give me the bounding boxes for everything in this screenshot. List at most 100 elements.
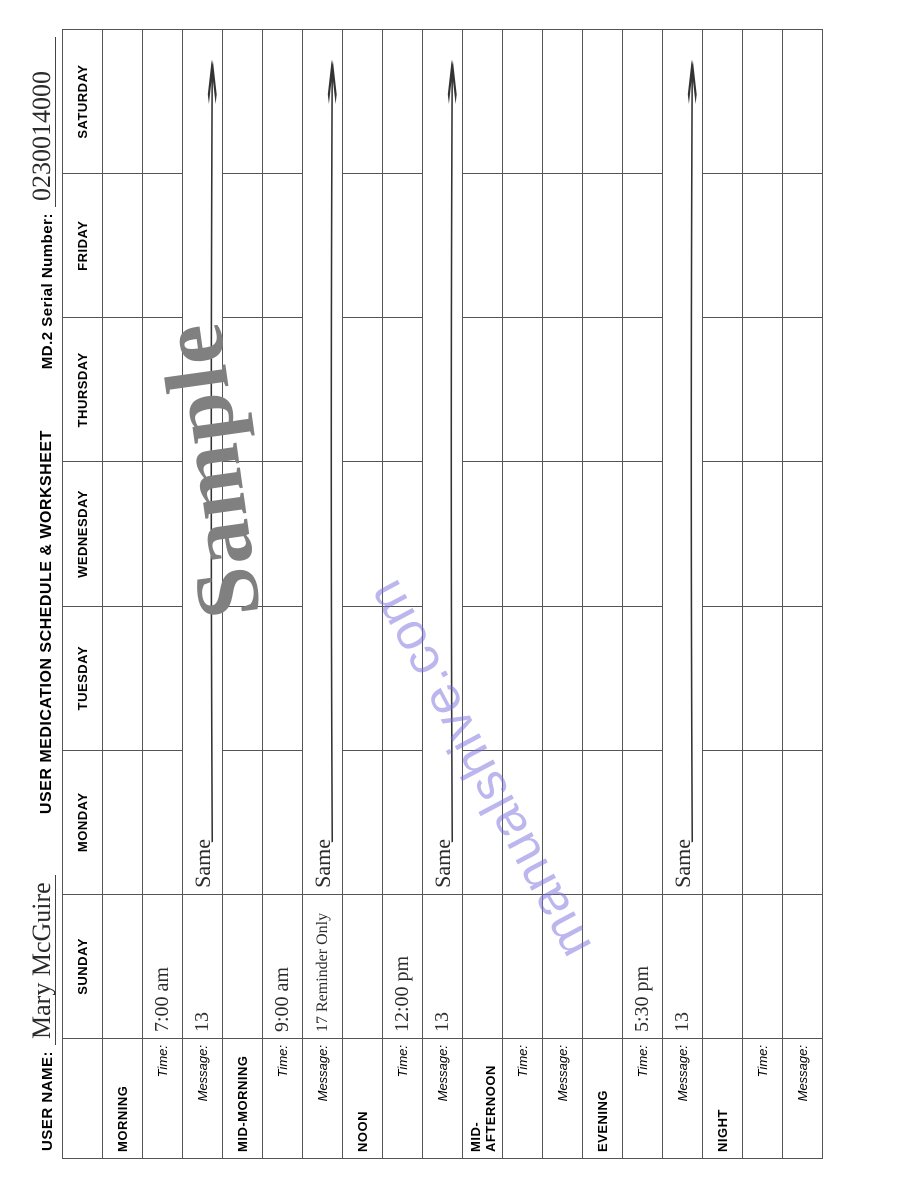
- table-cell: [383, 174, 423, 318]
- table-cell: [743, 750, 783, 894]
- serial-value: 0230014000: [29, 37, 56, 207]
- table-cell: 13: [183, 894, 223, 1038]
- message-row: Message: 13 Same: [663, 30, 703, 1159]
- section-name: EVENING: [583, 1039, 623, 1159]
- table-cell: [543, 606, 583, 750]
- section-name: MID-AFTERNOON: [463, 1039, 503, 1159]
- table-cell: [583, 894, 623, 1038]
- time-label: Time:: [263, 1039, 303, 1159]
- table-cell: [103, 30, 143, 174]
- table-cell: [263, 462, 303, 606]
- time-label: Time:: [143, 1039, 183, 1159]
- same-arrow-cell: Same: [303, 30, 343, 895]
- section-row: EVENING: [583, 30, 623, 1159]
- table-cell: [143, 318, 183, 462]
- worksheet-page: USER NAME: Mary McGuire USER MEDICATION …: [29, 29, 889, 1159]
- day-header: MONDAY: [63, 750, 103, 894]
- section-name: MORNING: [103, 1039, 143, 1159]
- message-value: 13: [671, 1012, 693, 1032]
- table-cell: [623, 462, 663, 606]
- section-name: NOON: [343, 1039, 383, 1159]
- table-cell: [623, 30, 663, 174]
- message-value: 13: [431, 1012, 453, 1032]
- table-cell: [703, 894, 743, 1038]
- same-arrow-cell: Same: [663, 30, 703, 895]
- day-header: TUESDAY: [63, 606, 103, 750]
- table-cell: [223, 30, 263, 174]
- table-cell: [543, 30, 583, 174]
- header-row: USER NAME: Mary McGuire USER MEDICATION …: [29, 29, 62, 1159]
- table-cell: [783, 462, 823, 606]
- table-cell: [463, 462, 503, 606]
- table-cell: [263, 174, 303, 318]
- schedule-table: SUNDAY MONDAY TUESDAY WEDNESDAY THURSDAY…: [62, 29, 823, 1159]
- time-label: Time:: [503, 1039, 543, 1159]
- table-cell: 5:30 pm: [623, 894, 663, 1038]
- message-label: Message:: [183, 1039, 223, 1159]
- section-row: MID-MORNING: [223, 30, 263, 1159]
- table-cell: 17 Reminder Only: [303, 894, 343, 1038]
- time-row: Time: 9:00 am: [263, 30, 303, 1159]
- time-row: Time:7:00 am: [143, 30, 183, 1159]
- table-cell: [623, 606, 663, 750]
- same-arrow-cell: Same: [423, 30, 463, 895]
- corner-cell: [63, 1039, 103, 1159]
- table-cell: [503, 30, 543, 174]
- table-cell: [343, 606, 383, 750]
- table-cell: [583, 318, 623, 462]
- table-cell: [343, 894, 383, 1038]
- table-cell: 12:00 pm: [383, 894, 423, 1038]
- table-cell: [503, 606, 543, 750]
- day-header: SUNDAY: [63, 894, 103, 1038]
- time-value: 9:00 am: [271, 967, 293, 1032]
- message-row: Message:17 Reminder Only Same: [303, 30, 343, 1159]
- table-cell: [783, 606, 823, 750]
- table-cell: [463, 750, 503, 894]
- table-cell: [703, 174, 743, 318]
- section-row: NOON: [343, 30, 383, 1159]
- section-name: MID-MORNING: [223, 1039, 263, 1159]
- table-cell: [543, 318, 583, 462]
- time-label: Time:: [383, 1039, 423, 1159]
- same-text: Same: [430, 839, 455, 888]
- time-label: Time:: [623, 1039, 663, 1159]
- table-cell: 7:00 am: [143, 894, 183, 1038]
- table-cell: 9:00 am: [263, 894, 303, 1038]
- table-cell: [223, 462, 263, 606]
- table-cell: [383, 606, 423, 750]
- message-label: Message:: [783, 1039, 823, 1159]
- table-cell: [583, 30, 623, 174]
- table-cell: [143, 750, 183, 894]
- table-cell: [543, 174, 583, 318]
- table-cell: [463, 318, 503, 462]
- table-cell: [383, 30, 423, 174]
- table-cell: [543, 462, 583, 606]
- message-value: 13: [191, 1012, 213, 1032]
- table-cell: [143, 606, 183, 750]
- table-cell: [703, 318, 743, 462]
- same-arrow-cell: Same: [183, 30, 223, 895]
- day-header: THURSDAY: [63, 318, 103, 462]
- day-header: SATURDAY: [63, 30, 103, 174]
- table-cell: [103, 174, 143, 318]
- table-cell: [583, 750, 623, 894]
- table-cell: [223, 606, 263, 750]
- table-cell: [463, 30, 503, 174]
- table-cell: [783, 174, 823, 318]
- table-cell: 13: [423, 894, 463, 1038]
- table-cell: [623, 174, 663, 318]
- table-cell: [543, 750, 583, 894]
- message-label: Message:: [663, 1039, 703, 1159]
- table-cell: [223, 174, 263, 318]
- message-label: Message:: [303, 1039, 343, 1159]
- page-title: USER MEDICATION SCHEDULE & WORKSHEET: [38, 369, 56, 875]
- table-cell: [703, 462, 743, 606]
- time-label: Time:: [743, 1039, 783, 1159]
- table-cell: [503, 750, 543, 894]
- user-name-label: USER NAME:: [39, 1051, 56, 1151]
- message-row: Message:: [783, 30, 823, 1159]
- same-text: Same: [190, 839, 215, 888]
- table-cell: [503, 462, 543, 606]
- table-cell: [463, 174, 503, 318]
- table-cell: [623, 750, 663, 894]
